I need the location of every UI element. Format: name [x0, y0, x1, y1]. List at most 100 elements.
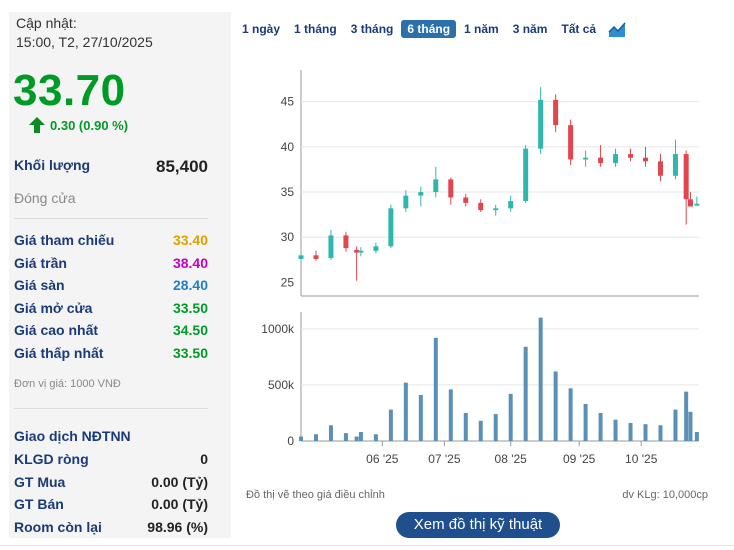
x-tick-label: 10 '25: [625, 452, 658, 466]
price-tick-label: 30: [281, 230, 295, 244]
candle-body: [328, 235, 334, 259]
candle-body: [463, 197, 469, 203]
foreign-row-label: GT Mua: [14, 473, 66, 490]
candle-body: [694, 203, 700, 206]
range-tab[interactable]: 1 năm: [464, 22, 499, 36]
volume-bar: [313, 434, 318, 441]
candle-body: [672, 154, 678, 176]
divider: [14, 408, 208, 409]
candle-body: [448, 179, 454, 198]
divider: [14, 218, 208, 219]
range-tabs: 1 ngày 1 tháng 3 tháng 6 tháng 1 năm 3 năm Tất…: [236, 20, 626, 38]
candle-body: [613, 154, 619, 164]
x-tick-label: 06 '25: [366, 452, 399, 466]
volume-bar: [688, 411, 693, 441]
price-tick-label: 25: [281, 275, 295, 289]
range-tab[interactable]: 3 năm: [512, 22, 548, 36]
volume-bar: [598, 412, 603, 441]
volume-bar: [694, 432, 699, 441]
price-chart: 25 30 35 40 45 0 500k 1000k 06 '25 07 '25 08 '25 09…: [261, 70, 700, 466]
update-time: 15:00, T2, 27/10/2025: [16, 34, 153, 50]
range-tab[interactable]: 1 tháng: [294, 22, 337, 36]
price-tick-label: 35: [281, 185, 295, 199]
foreign-row: GT Mua 0.00 (Tỷ): [14, 474, 208, 490]
volume-bar: [388, 409, 393, 441]
volume-bar: [658, 425, 663, 441]
price-row-label: Giá mở cửa: [14, 299, 93, 316]
quote-panel: [9, 12, 231, 538]
volume-bar: [358, 432, 363, 441]
foreign-title: Giao dịch NĐTNN: [14, 428, 131, 444]
candle-body: [568, 125, 574, 160]
candle-body: [583, 157, 589, 160]
candle-body: [683, 154, 689, 200]
price-change: 0.30 (0.90 %): [28, 116, 128, 134]
foreign-row-value: 98.96 (%): [147, 518, 208, 535]
range-tab[interactable]: 6 tháng: [401, 20, 457, 38]
candle-body: [343, 235, 349, 249]
price-row: Giá sàn 28.40: [14, 277, 208, 293]
candle-body: [403, 195, 409, 209]
candle-body: [628, 154, 634, 158]
volume-label: Khối lượng: [14, 157, 91, 173]
candle-body: [553, 99, 559, 126]
volume-bar: [463, 412, 468, 441]
volume-bar: [433, 337, 438, 441]
area-chart-icon[interactable]: [608, 20, 626, 38]
range-tab-list: 1 ngày 1 tháng 3 tháng 6 tháng 1 năm 3 năm Tất…: [236, 20, 604, 38]
technical-chart-button[interactable]: Xem đồ thị kỹ thuật: [396, 512, 560, 538]
volume-bar: [684, 391, 689, 441]
foreign-row-value: 0.00 (Tỷ): [151, 496, 208, 513]
volume-bar: [448, 389, 453, 441]
price-row: Giá tham chiếu 33.40: [14, 232, 208, 248]
volume-bar: [538, 317, 543, 441]
x-tick-label: 09 '25: [563, 452, 596, 466]
price-row: Giá cao nhất 34.50: [14, 322, 208, 338]
volume-tick-label: 1000k: [261, 322, 295, 336]
range-tab[interactable]: 3 tháng: [350, 22, 394, 36]
range-tab[interactable]: Tất cả: [561, 22, 597, 36]
price-row-value: 33.50: [172, 345, 208, 361]
volume-bar: [418, 395, 423, 441]
candle-body: [643, 157, 649, 162]
volume-bar: [553, 371, 558, 441]
candle-body: [523, 148, 529, 202]
foreign-row-label: Room còn lại: [14, 518, 102, 535]
volume-bar: [583, 403, 588, 441]
volume-bar: [373, 434, 378, 441]
volume-bar: [508, 393, 513, 441]
foreign-row-value: 0: [200, 451, 208, 467]
arrow-up-icon: [29, 117, 45, 133]
x-tick-label: 07 '25: [428, 452, 461, 466]
foreign-row: GT Bán 0.00 (Tỷ): [14, 496, 208, 512]
x-tick-label: 08 '25: [495, 452, 528, 466]
price-row: Giá mở cửa 33.50: [14, 300, 208, 316]
range-tab[interactable]: 1 ngày: [242, 22, 281, 36]
volume-bar: [478, 420, 483, 441]
price-row-value: 38.40: [172, 254, 208, 271]
price-row-value: 28.40: [172, 277, 208, 294]
candle-body: [388, 208, 394, 247]
candle-body: [373, 246, 379, 251]
volume-tick-label: 0: [287, 434, 294, 448]
price-row-label: Giá cao nhất: [14, 322, 99, 339]
candle-body: [313, 255, 319, 259]
unit-note: Đơn vị giá: 1000 VNĐ: [14, 378, 121, 390]
candle-body: [598, 157, 604, 164]
update-label: Cập nhật:: [16, 15, 77, 31]
price-row-label: Giá sàn: [14, 277, 65, 294]
price-row-value: 33.40: [172, 232, 208, 248]
volume-bar: [354, 436, 359, 441]
candle-body: [358, 250, 364, 253]
update-info: Cập nhật: 15:00, T2, 27/10/2025: [16, 14, 153, 52]
price-row-value: 34.50: [172, 322, 208, 339]
price-row: Giá thấp nhất 33.50: [14, 345, 208, 361]
price-row-value: 33.50: [172, 299, 208, 316]
price-tick-label: 40: [281, 140, 295, 154]
volume-bar: [628, 423, 633, 441]
price-tick-label: 45: [281, 95, 295, 109]
price-change-value: 0.30 (0.90 %): [50, 117, 129, 133]
price-row-label: Giá thấp nhất: [14, 345, 104, 361]
volume-bar: [299, 436, 303, 441]
foreign-title-row: Giao dịch NĐTNN: [14, 428, 208, 444]
